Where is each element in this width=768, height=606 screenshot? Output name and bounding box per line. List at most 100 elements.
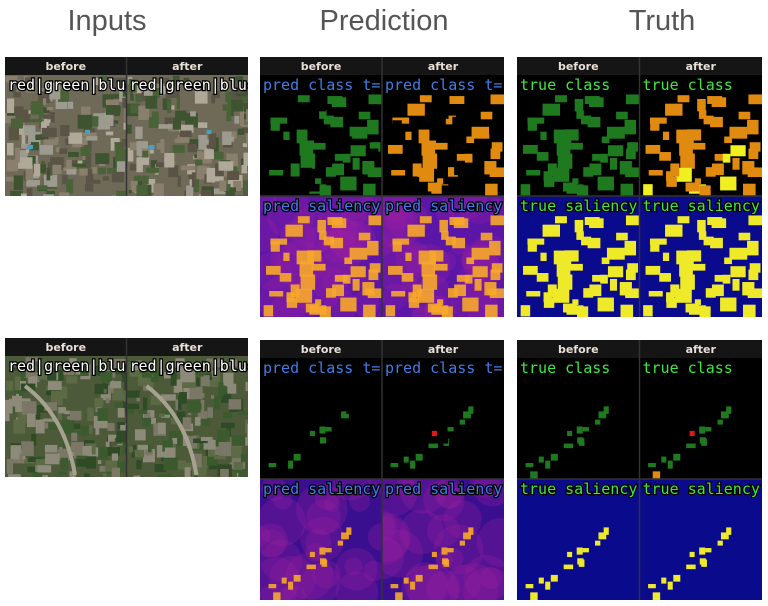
building [616, 232, 628, 241]
saliency-glow [382, 510, 398, 542]
satellite-patch [213, 455, 227, 460]
satellite-patch [124, 107, 127, 123]
satellite-patch [74, 430, 84, 435]
satellite-patch [47, 367, 57, 381]
building [581, 236, 592, 246]
building [344, 136, 353, 144]
satellite-patch [180, 367, 196, 383]
building [645, 144, 661, 154]
satellite-patch [111, 170, 125, 183]
satellite-patch [247, 375, 248, 391]
satellite-patch [218, 161, 234, 171]
image-tile: red|green|blue [5, 356, 127, 477]
saliency-glow [426, 570, 461, 600]
building [675, 288, 692, 303]
building [270, 120, 280, 131]
building [299, 261, 314, 277]
satellite-patch [148, 444, 152, 453]
satellite-patch [43, 194, 55, 196]
building [659, 152, 671, 161]
satellite-patch [204, 149, 214, 160]
building [661, 456, 667, 463]
building [405, 131, 412, 140]
building [749, 263, 761, 273]
building [545, 460, 551, 469]
satellite-patch [150, 160, 158, 173]
satellite-patch [136, 460, 142, 470]
satellite-patch [56, 147, 61, 153]
satellite-patch [98, 167, 107, 175]
building [306, 443, 316, 449]
building [643, 184, 653, 196]
satellite-patch [7, 142, 14, 156]
satellite-patch [23, 125, 36, 136]
satellite-patch [162, 440, 173, 452]
satellite-patch [122, 400, 127, 413]
satellite-patch [43, 139, 58, 146]
building [652, 592, 661, 600]
building [625, 94, 640, 105]
satellite-patch [42, 121, 50, 126]
building [325, 548, 332, 553]
tile-label: red|green|blue [130, 76, 256, 94]
image-tile: true saliency [517, 196, 640, 317]
saliency-glow [260, 497, 307, 547]
building [687, 250, 702, 262]
building [285, 224, 303, 237]
building [648, 584, 656, 589]
satellite-patch [206, 167, 216, 183]
satellite-patch [246, 132, 248, 145]
satellite-patch [193, 179, 200, 193]
satellite-patch [176, 411, 186, 424]
tile-label: true class [520, 359, 610, 377]
building [408, 297, 420, 308]
building [340, 297, 357, 312]
saliency-glow [463, 566, 504, 600]
satellite-patch [167, 367, 182, 372]
building [691, 263, 706, 271]
saliency-glow [441, 196, 488, 221]
building [711, 163, 724, 176]
saliency-glow [267, 196, 315, 240]
building [454, 163, 466, 176]
satellite-patch [25, 165, 34, 180]
satellite-patch [218, 396, 222, 400]
building [547, 163, 557, 177]
building [749, 142, 761, 152]
satellite-patch [116, 430, 127, 443]
building [480, 111, 493, 120]
saliency-glow [426, 514, 461, 548]
building [581, 115, 592, 125]
satellite-patch [161, 394, 176, 401]
saliency-glow [306, 499, 341, 535]
building [330, 116, 344, 128]
building [392, 120, 402, 131]
satellite-patch [188, 174, 193, 180]
saliency-glow [323, 495, 341, 513]
building [417, 288, 435, 303]
building [576, 110, 584, 119]
building [349, 126, 368, 139]
building [474, 278, 482, 291]
satellite-patch [80, 137, 88, 145]
satellite-patch [10, 190, 23, 196]
building [530, 471, 538, 479]
satellite-patch [58, 407, 67, 414]
satellite-patch [159, 413, 165, 417]
building [689, 430, 695, 437]
saliency-glow [335, 548, 378, 591]
building [471, 126, 490, 139]
satellite-patch [229, 187, 236, 193]
satellite-patch [6, 159, 18, 172]
building [327, 96, 343, 104]
building [616, 111, 628, 120]
building [403, 456, 409, 463]
building [456, 274, 470, 282]
satellite-patch [194, 90, 208, 104]
satellite-patch [122, 84, 127, 97]
building [694, 178, 701, 184]
building [643, 305, 653, 317]
building [705, 548, 712, 553]
saliency-glow [314, 485, 340, 511]
satellite-patch [136, 185, 148, 196]
